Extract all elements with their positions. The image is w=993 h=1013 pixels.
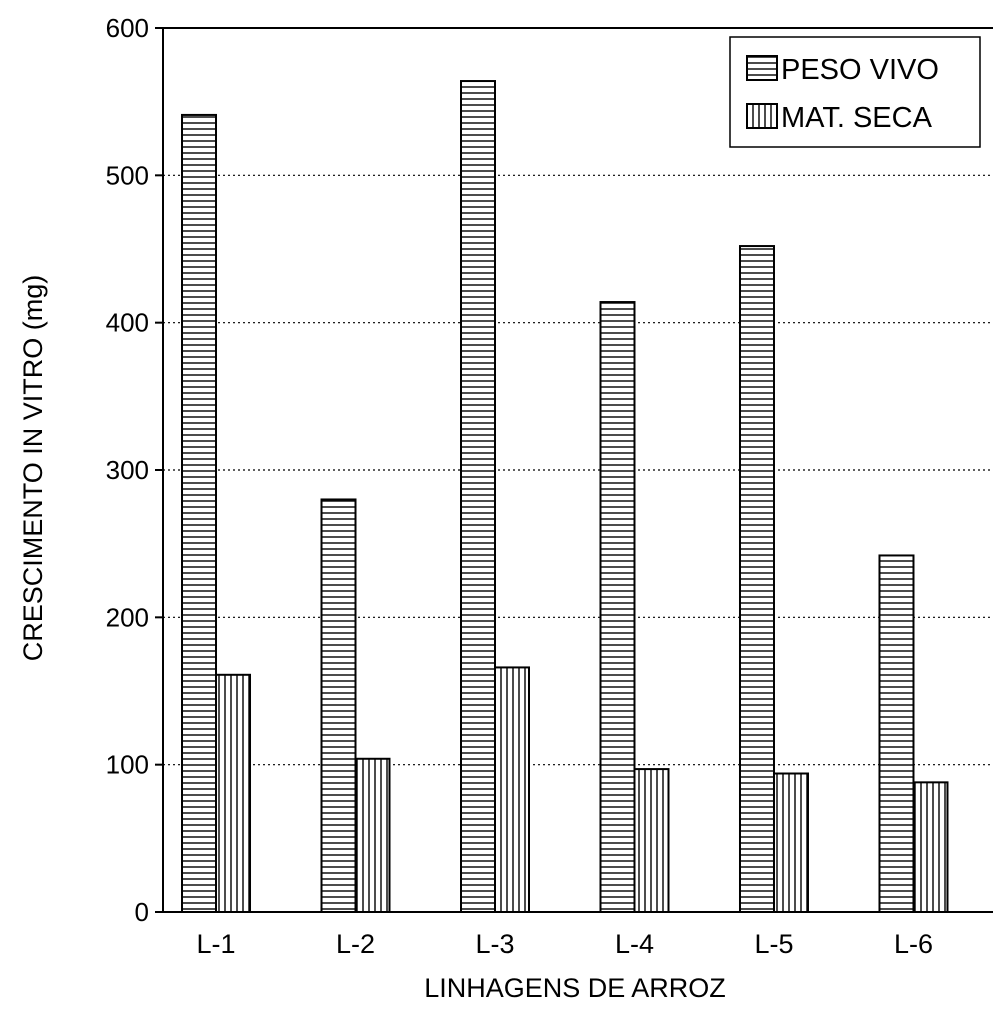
bar-peso-vivo-l-4 — [599, 301, 636, 914]
y-tick-label: 300 — [106, 455, 149, 485]
bar-mat-seca-l-4 — [633, 768, 670, 913]
legend-label-peso-vivo: PESO VIVO — [781, 54, 939, 86]
legend-label-mat-seca: MAT. SECA — [781, 102, 933, 134]
x-category-label: L-2 — [336, 929, 375, 959]
x-category-label: L-1 — [196, 929, 235, 959]
bar-peso-vivo-l-3 — [460, 80, 496, 914]
y-tick-label: 200 — [106, 602, 149, 632]
y-axis-title: CRESCIMENTO IN VITRO (mg) — [18, 275, 48, 662]
legend: PESO VIVO MAT. SECA — [729, 36, 981, 148]
bar-mat-seca-l-1 — [215, 673, 252, 913]
x-category-label: L-6 — [894, 929, 933, 959]
bar-mat-seca-l-5 — [772, 772, 809, 913]
bar-mat-seca-l-3 — [494, 666, 530, 914]
x-axis-title: LINHAGENS DE ARROZ — [424, 973, 726, 1003]
y-tick-label: 500 — [106, 160, 149, 190]
bar-peso-vivo-l-5 — [738, 245, 775, 913]
x-category-labels: L-1 L-2 L-3 L-4 L-5 L-6 — [196, 929, 933, 959]
x-category-label: L-3 — [475, 929, 514, 959]
legend-swatch-peso-vivo — [746, 55, 778, 81]
x-category-label: L-4 — [615, 929, 654, 959]
y-tick-label: 100 — [106, 750, 149, 780]
bar-peso-vivo-l-2 — [320, 498, 357, 913]
y-tick-label: 600 — [106, 13, 149, 43]
bars — [181, 80, 949, 914]
bar-mat-seca-l-6 — [912, 781, 949, 914]
x-category-label: L-5 — [754, 929, 793, 959]
y-tick-label: 400 — [106, 308, 149, 338]
bar-peso-vivo-l-1 — [181, 113, 218, 913]
axes — [155, 27, 993, 913]
legend-swatch-mat-seca — [746, 103, 778, 129]
bar-mat-seca-l-2 — [354, 757, 391, 913]
bar-peso-vivo-l-6 — [878, 554, 915, 913]
y-tick-label: 0 — [135, 897, 149, 927]
y-tick-labels: 0 100 200 300 400 500 600 — [106, 13, 149, 927]
